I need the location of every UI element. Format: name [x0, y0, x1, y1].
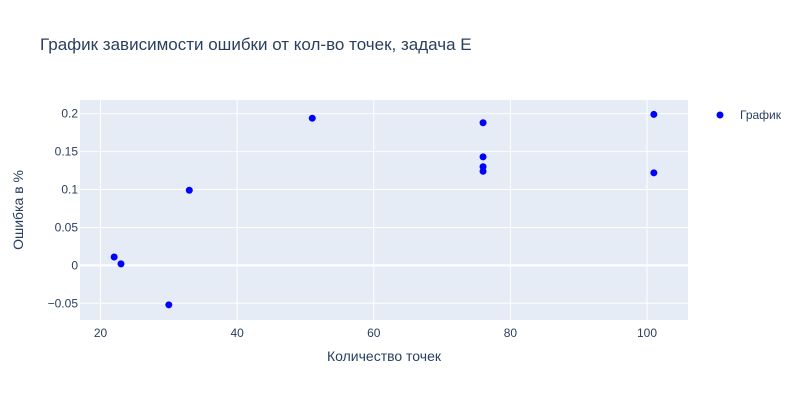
y-tick-label: 0.15 — [55, 145, 79, 159]
scatter-point[interactable] — [110, 253, 118, 261]
tick-labels: 20 40 60 80 100 −0.05 0 0.05 0.1 0.15 0.2 — [48, 107, 658, 340]
scatter-point[interactable] — [117, 260, 125, 268]
scatter-point[interactable] — [650, 169, 658, 177]
x-axis-title: Количество точек — [327, 348, 442, 364]
legend-marker-icon — [716, 111, 724, 119]
scatter-point[interactable] — [479, 153, 487, 161]
x-tick-label: 20 — [94, 326, 108, 340]
y-tick-label: 0.1 — [61, 183, 78, 197]
data-points[interactable] — [110, 110, 658, 309]
scatter-point[interactable] — [650, 110, 658, 118]
x-tick-label: 40 — [230, 326, 244, 340]
y-tick-label: 0 — [71, 258, 78, 272]
y-tick-label: 0.05 — [55, 220, 79, 234]
grid — [80, 100, 688, 320]
y-tick-label: −0.05 — [48, 296, 79, 310]
scatter-point[interactable] — [479, 167, 487, 175]
legend[interactable]: График — [716, 108, 782, 122]
plot-area — [80, 100, 688, 320]
x-tick-label: 60 — [367, 326, 381, 340]
y-axis-title: Ошибка в % — [10, 170, 26, 250]
x-tick-label: 100 — [637, 326, 657, 340]
scatter-point[interactable] — [185, 186, 193, 194]
scatter-point[interactable] — [308, 114, 316, 122]
scatter-point[interactable] — [479, 119, 487, 127]
scatter-point[interactable] — [165, 301, 173, 309]
y-tick-label: 0.2 — [61, 107, 78, 121]
chart-title: График зависимости ошибки от кол-во точе… — [40, 35, 472, 54]
x-tick-label: 80 — [504, 326, 518, 340]
legend-label: График — [740, 108, 782, 122]
